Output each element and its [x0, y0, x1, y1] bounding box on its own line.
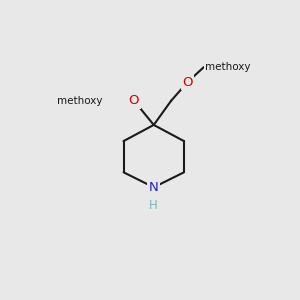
Text: O: O	[129, 94, 139, 107]
Text: N: N	[149, 181, 159, 194]
Text: methoxy: methoxy	[205, 62, 250, 72]
Text: H: H	[149, 199, 158, 212]
Text: methoxy: methoxy	[57, 96, 103, 106]
Text: O: O	[182, 76, 193, 89]
